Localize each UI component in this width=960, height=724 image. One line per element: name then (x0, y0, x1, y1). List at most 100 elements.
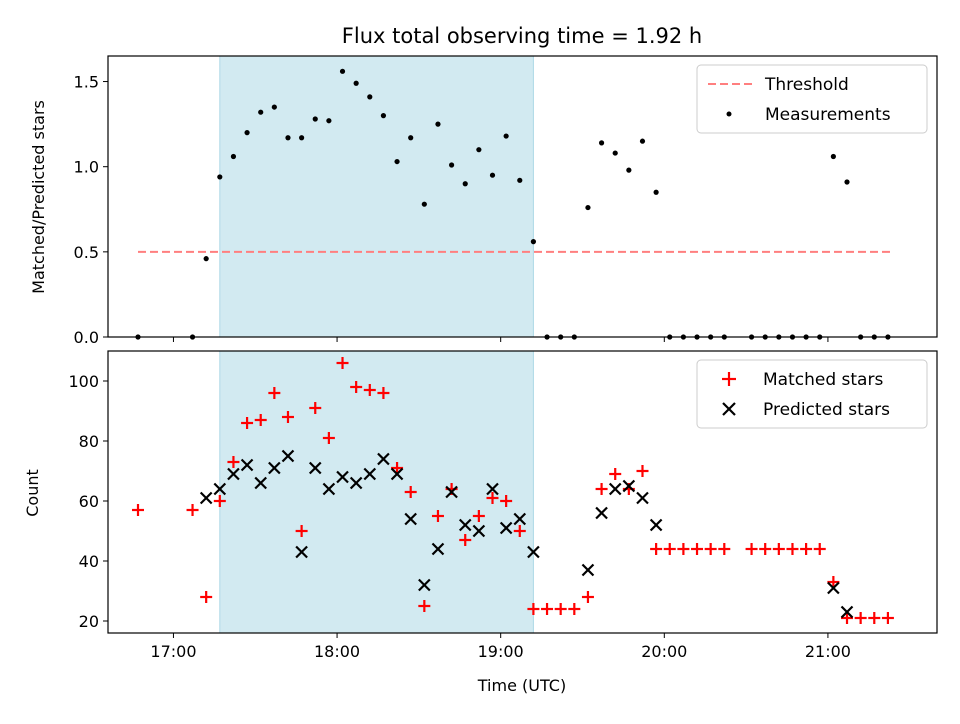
matched-star-marker (513, 525, 526, 537)
top-panel-frame (107, 55, 938, 338)
matched-star-marker (241, 417, 254, 429)
predicted-star-marker (622, 479, 636, 493)
bottom-x-ticks: 17:00 18:00 19:00 20:00 21:00 (150, 633, 851, 661)
legend-measurements-swatch (726, 111, 732, 117)
predicted-star-marker (418, 578, 431, 592)
predicted-star-marker (281, 449, 295, 463)
matched-star-marker (186, 504, 199, 516)
predicted-star-marker (268, 461, 281, 475)
bottom-y-tick-label-40: 40 (79, 552, 99, 571)
top-y-tick-label-1.5: 1.5 (74, 73, 99, 92)
measurement-point (421, 201, 427, 207)
matched-star-marker (786, 543, 799, 555)
matched-star-marker (391, 462, 404, 474)
predicted-star-marker (404, 512, 417, 526)
predicted-star-marker (363, 467, 377, 481)
measurement-point (271, 104, 277, 110)
predicted-star-marker (308, 461, 322, 475)
measurement-point (476, 147, 482, 153)
top-y-tick-label-0.5: 0.5 (74, 243, 99, 262)
predicted-star-marker (499, 521, 513, 535)
measurement-point (312, 116, 318, 122)
measurement-point (380, 113, 387, 119)
predicted-star-marker (213, 482, 227, 496)
top-y-tick-label-1.0: 1.0 (74, 158, 99, 177)
matched-star-marker (309, 402, 322, 414)
matched-star-marker (500, 495, 513, 507)
matched-star-marker (745, 543, 758, 555)
predicted-star-marker (581, 563, 595, 577)
bottom-legend: Matched stars Predicted stars (696, 359, 928, 429)
predicted-star-marker (840, 605, 854, 619)
top-x-ticks (172, 337, 829, 342)
predicted-star-marker (336, 470, 349, 484)
predicted-star-marker (595, 506, 608, 520)
matched-star-marker (827, 576, 840, 588)
matched-star-marker (813, 543, 826, 555)
predicted-star-marker (649, 518, 663, 532)
legend-matched-swatch (722, 372, 736, 386)
matched-star-marker (677, 543, 690, 555)
measurement-point (394, 158, 400, 165)
measurement-point (448, 162, 455, 168)
predicted-star-marker (472, 524, 486, 538)
predicted-star-marker (431, 542, 445, 556)
measurement-point (203, 256, 209, 262)
predicted-star-marker (608, 482, 622, 496)
measurement-point (503, 133, 509, 139)
matched-star-marker (431, 510, 444, 522)
bottom-panel: 20 40 60 80 100 17:00 18:00 19:00 20:00 21:00 Co… (23, 350, 938, 695)
measurement-point (353, 80, 359, 86)
matched-star-marker (554, 603, 567, 615)
predicted-star-marker (527, 545, 540, 559)
top-legend: Threshold Measurements (696, 64, 928, 134)
matched-star-marker (486, 492, 499, 504)
matched-star-marker (200, 591, 213, 603)
matched-star-marker (350, 381, 363, 393)
x-tick-label-21:00: 21:00 (805, 642, 851, 661)
matched-star-marker (227, 456, 240, 468)
matched-star-marker (527, 603, 540, 615)
predicted-star-marker (458, 518, 472, 532)
top-legend-box (696, 64, 928, 134)
matched-star-marker (650, 543, 663, 555)
predicted-star-marker (295, 545, 308, 559)
matched-star-marker (281, 411, 294, 423)
bottom-legend-box (696, 359, 928, 429)
matched-star-marker (322, 432, 335, 444)
legend-threshold-label: Threshold (764, 75, 849, 95)
predicted-star-marker (240, 458, 254, 472)
matched-star-marker (691, 543, 704, 555)
matched-star-marker (800, 543, 813, 555)
x-tick-label-18:00: 18:00 (314, 642, 360, 661)
predicted-star-marker (227, 467, 240, 481)
x-tick-label-20:00: 20:00 (641, 642, 687, 661)
legend-predicted-swatch (722, 402, 736, 416)
legend-matched-label: Matched stars (763, 370, 883, 390)
bottom-y-tick-label-20: 20 (79, 612, 99, 631)
matched-star-marker (881, 612, 894, 624)
predicted-star-marker (827, 581, 840, 595)
matched-star-marker (718, 543, 731, 555)
predicted-star-marker (349, 476, 363, 490)
matched-star-marker (418, 600, 431, 612)
matched-star-marker (377, 387, 390, 399)
bottom-shaded-span (219, 350, 534, 634)
measurement-point (217, 174, 223, 180)
measurement-point (258, 109, 264, 115)
measurement-point (230, 153, 237, 160)
measurement-point (585, 204, 591, 211)
measurement-point (462, 181, 468, 187)
predicted-star-marker (445, 485, 458, 499)
matched-star-marker (131, 504, 144, 516)
matched-star-marker (595, 483, 608, 495)
measurement-point (598, 140, 605, 146)
matched-star-marker (636, 465, 649, 477)
x-tick-label-17:00: 17:00 (150, 642, 196, 661)
top-y-ticks: 0.0 0.5 1.0 1.5 (74, 73, 108, 347)
predicted-star-marker (254, 476, 267, 490)
measurement-point (830, 153, 836, 160)
legend-predicted-label: Predicted stars (763, 400, 890, 420)
measurement-point (408, 135, 414, 141)
measurement-point (612, 150, 618, 156)
